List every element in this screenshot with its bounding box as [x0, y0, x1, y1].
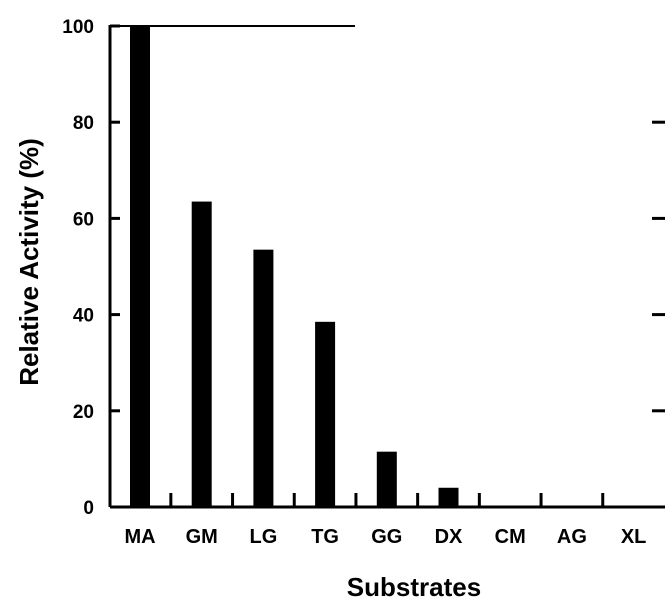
right-axis-ticks — [652, 120, 665, 413]
x-tick-label: DX — [435, 526, 463, 548]
y-tick-label: 100 — [62, 17, 94, 38]
x-axis-ticks — [169, 493, 605, 507]
x-tick-label: GG — [371, 526, 402, 548]
x-tick-label: TG — [311, 526, 339, 548]
x-tick-label: XL — [621, 526, 647, 548]
y-axis-title: Relative Activity (%) — [14, 138, 44, 386]
y-tick-label: 80 — [73, 113, 94, 134]
y-tick-label: 40 — [73, 306, 94, 327]
x-tick-label: GM — [186, 526, 218, 548]
y-tick-label: 60 — [73, 209, 94, 230]
bar-gm — [191, 201, 212, 507]
bar-ma — [130, 26, 150, 507]
x-tick-label: LG — [250, 526, 278, 548]
bar-lg — [253, 249, 274, 508]
y-tick-label: 20 — [73, 402, 94, 423]
bar-gg — [376, 451, 397, 507]
bar-dx — [438, 487, 459, 507]
y-axis-ticks: 0 20 40 60 80 100 — [62, 17, 120, 519]
x-tick-label: MA — [124, 526, 155, 548]
bar-tg — [315, 321, 336, 507]
x-tick-label: CM — [495, 526, 526, 548]
x-axis-title: Substrates — [347, 572, 481, 602]
x-tick-label: AG — [557, 526, 587, 548]
category-labels: MA GM LG TG GG DX CM AG XL — [124, 526, 646, 548]
y-tick-label: 0 — [83, 498, 94, 519]
bars-group — [130, 26, 459, 508]
